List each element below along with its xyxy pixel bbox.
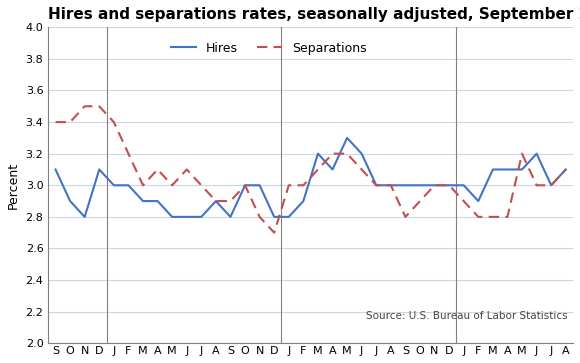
Hires xyxy=(125,183,132,187)
Hires xyxy=(533,151,540,156)
Line: Hires: Hires xyxy=(56,138,566,217)
Hires xyxy=(256,183,263,187)
Separations xyxy=(241,183,248,187)
Separations xyxy=(461,199,467,203)
Separations xyxy=(96,104,103,109)
Hires xyxy=(241,183,248,187)
Hires xyxy=(562,167,569,172)
Separations xyxy=(343,151,350,156)
Separations xyxy=(373,183,380,187)
Separations xyxy=(285,183,292,187)
Separations xyxy=(314,167,321,172)
Hires xyxy=(81,215,88,219)
Separations xyxy=(198,183,205,187)
Hires xyxy=(475,199,482,203)
Hires xyxy=(314,151,321,156)
Hires xyxy=(52,167,59,172)
Hires xyxy=(140,199,147,203)
Separations xyxy=(271,231,278,235)
Hires xyxy=(431,183,438,187)
Separations xyxy=(431,183,438,187)
Hires xyxy=(300,199,307,203)
Separations xyxy=(519,151,525,156)
Hires xyxy=(490,167,496,172)
Text: Source: U.S. Bureau of Labor Statistics: Source: U.S. Bureau of Labor Statistics xyxy=(366,311,568,321)
Separations xyxy=(183,167,190,172)
Hires xyxy=(169,215,176,219)
Separations xyxy=(562,167,569,172)
Hires xyxy=(373,183,380,187)
Separations xyxy=(52,120,59,124)
Hires xyxy=(343,136,350,140)
Hires xyxy=(110,183,117,187)
Separations xyxy=(67,120,74,124)
Hires xyxy=(358,151,365,156)
Separations xyxy=(140,183,147,187)
Separations xyxy=(227,199,234,203)
Separations xyxy=(256,215,263,219)
Separations xyxy=(548,183,554,187)
Hires xyxy=(271,215,278,219)
Separations xyxy=(504,215,511,219)
Separations xyxy=(212,199,219,203)
Separations xyxy=(387,183,394,187)
Hires xyxy=(461,183,467,187)
Separations xyxy=(445,183,452,187)
Legend: Hires, Separations: Hires, Separations xyxy=(166,37,371,60)
Hires xyxy=(387,183,394,187)
Separations xyxy=(533,183,540,187)
Hires xyxy=(198,215,205,219)
Hires xyxy=(402,183,409,187)
Hires xyxy=(183,215,190,219)
Separations xyxy=(154,167,161,172)
Y-axis label: Percent: Percent xyxy=(7,162,20,209)
Hires xyxy=(416,183,423,187)
Hires xyxy=(67,199,74,203)
Separations xyxy=(329,151,336,156)
Separations xyxy=(125,151,132,156)
Separations xyxy=(169,183,176,187)
Text: Hires and separations rates, seasonally adjusted, September 2008–August 2011: Hires and separations rates, seasonally … xyxy=(48,7,580,22)
Separations xyxy=(300,183,307,187)
Separations xyxy=(402,215,409,219)
Hires xyxy=(548,183,554,187)
Separations xyxy=(358,167,365,172)
Line: Separations: Separations xyxy=(56,106,566,233)
Hires xyxy=(285,215,292,219)
Separations xyxy=(475,215,482,219)
Hires xyxy=(227,215,234,219)
Hires xyxy=(212,199,219,203)
Hires xyxy=(329,167,336,172)
Hires xyxy=(154,199,161,203)
Separations xyxy=(81,104,88,109)
Separations xyxy=(490,215,496,219)
Hires xyxy=(519,167,525,172)
Separations xyxy=(416,199,423,203)
Hires xyxy=(504,167,511,172)
Separations xyxy=(110,120,117,124)
Hires xyxy=(445,183,452,187)
Hires xyxy=(96,167,103,172)
